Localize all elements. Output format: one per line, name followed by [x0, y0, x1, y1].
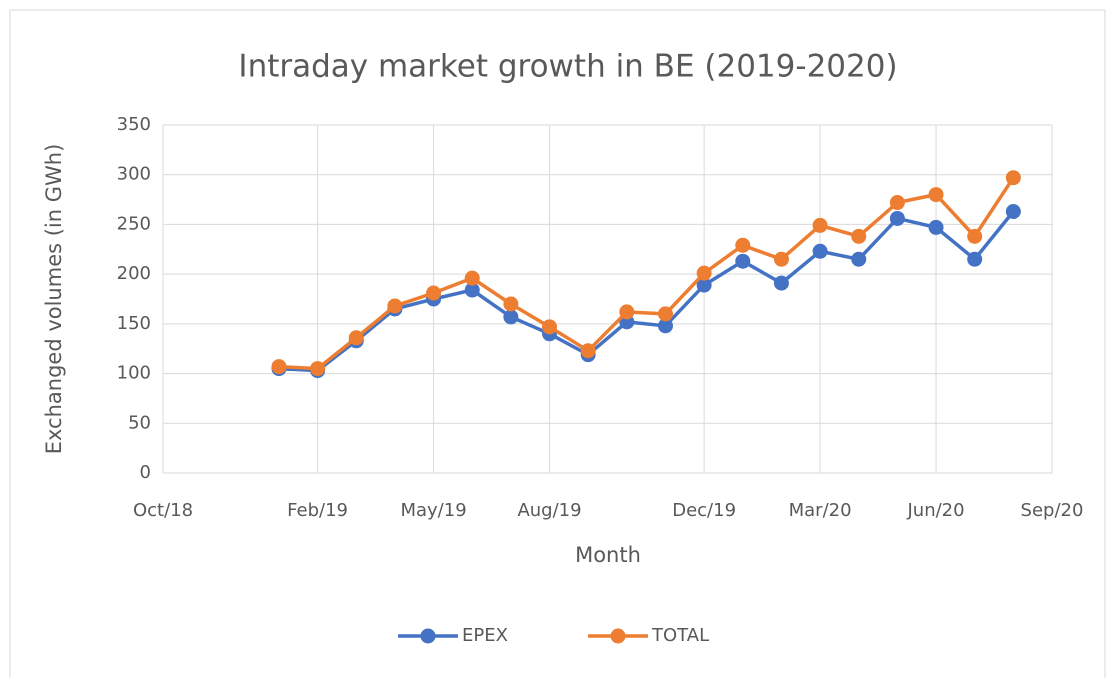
data-point: [928, 187, 944, 203]
x-axis-label: Month: [575, 543, 641, 567]
data-point: [967, 228, 983, 244]
y-tick-label: 0: [140, 462, 151, 483]
data-point: [851, 228, 867, 244]
chart-title: Intraday market growth in BE (2019-2020): [238, 49, 897, 85]
data-point: [1005, 204, 1021, 220]
y-axis-label: Exchanged volumes (in GWh): [42, 144, 66, 455]
data-point: [967, 251, 983, 267]
data-point: [619, 304, 635, 320]
y-tick-label: 200: [117, 263, 151, 284]
data-point: [464, 282, 480, 298]
data-point: [773, 275, 789, 291]
y-tick-label: 250: [117, 213, 151, 234]
data-point: [310, 361, 326, 377]
data-point: [735, 237, 751, 253]
x-tick-label: Oct/18: [133, 500, 193, 521]
data-point: [271, 359, 287, 375]
data-point: [580, 343, 596, 359]
legend-label: EPEX: [462, 625, 508, 646]
data-point: [889, 210, 905, 226]
data-point: [889, 195, 905, 211]
data-point: [812, 217, 828, 233]
data-point: [851, 251, 867, 267]
data-point: [657, 306, 673, 322]
data-point: [503, 309, 519, 325]
data-point: [812, 243, 828, 259]
data-point: [387, 298, 403, 314]
data-point: [735, 253, 751, 269]
x-tick-label: Sep/20: [1021, 500, 1084, 521]
legend-label: TOTAL: [651, 625, 709, 646]
y-tick-label: 100: [117, 363, 151, 384]
y-tick-label: 150: [117, 313, 151, 334]
data-point: [503, 296, 519, 312]
data-point: [928, 219, 944, 235]
data-point: [696, 277, 712, 293]
x-tick-label: Feb/19: [287, 500, 348, 521]
y-tick-label: 300: [117, 164, 151, 185]
y-tick-label: 350: [117, 114, 151, 135]
data-point: [657, 318, 673, 334]
data-point: [773, 251, 789, 267]
x-tick-label: Jun/20: [906, 500, 964, 521]
data-point: [426, 285, 442, 301]
data-point: [464, 270, 480, 286]
data-point: [1005, 170, 1021, 186]
data-point: [542, 319, 558, 335]
data-point: [696, 265, 712, 281]
x-tick-label: Aug/19: [517, 500, 581, 521]
chart-border: [9, 9, 1106, 681]
x-tick-label: May/19: [400, 500, 466, 521]
data-point: [348, 330, 364, 346]
y-tick-label: 50: [128, 412, 151, 433]
x-tick-label: Dec/19: [672, 500, 736, 521]
legend-marker: [610, 628, 626, 644]
x-tick-label: Mar/20: [789, 500, 852, 521]
legend-marker: [420, 628, 436, 644]
